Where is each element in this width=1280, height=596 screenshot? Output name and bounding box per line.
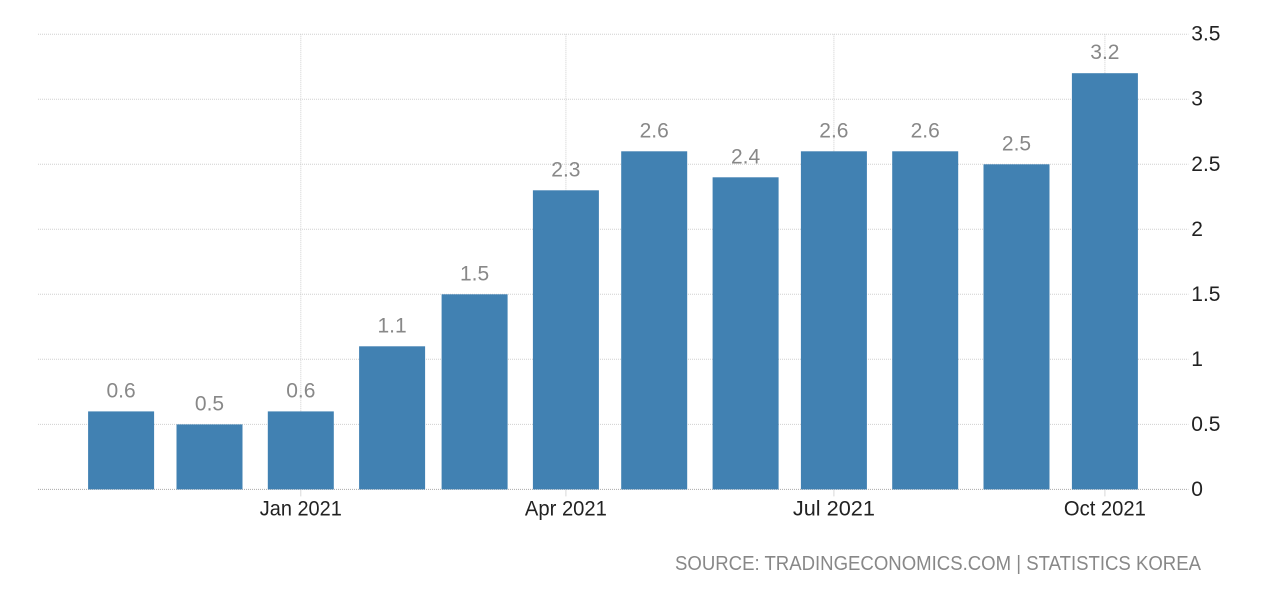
svg-text:Apr 2021: Apr 2021: [525, 498, 607, 521]
svg-text:Oct 2021: Oct 2021: [1064, 498, 1146, 521]
svg-text:3: 3: [1191, 88, 1203, 111]
svg-text:2.6: 2.6: [640, 119, 669, 142]
svg-text:Jul 2021: Jul 2021: [793, 498, 875, 521]
svg-text:2.4: 2.4: [731, 145, 761, 168]
svg-text:Jan 2021: Jan 2021: [260, 498, 342, 521]
svg-text:3.2: 3.2: [1090, 41, 1119, 64]
svg-text:1: 1: [1191, 348, 1203, 371]
svg-text:1.5: 1.5: [1191, 283, 1220, 306]
svg-text:0.5: 0.5: [1191, 413, 1220, 436]
svg-text:0: 0: [1191, 478, 1203, 501]
svg-text:1.1: 1.1: [377, 314, 406, 337]
svg-text:0.6: 0.6: [286, 379, 315, 402]
svg-text:0.6: 0.6: [106, 379, 135, 402]
svg-text:0.5: 0.5: [195, 392, 224, 415]
svg-text:2.3: 2.3: [551, 158, 580, 181]
svg-text:2.6: 2.6: [911, 119, 940, 142]
svg-text:2: 2: [1191, 218, 1203, 241]
svg-text:2.5: 2.5: [1191, 153, 1220, 176]
svg-text:SOURCE: TRADINGECONOMICS.COM |: SOURCE: TRADINGECONOMICS.COM | STATISTIC…: [675, 553, 1202, 575]
svg-text:2.5: 2.5: [1002, 132, 1031, 155]
svg-text:1.5: 1.5: [460, 262, 489, 285]
svg-text:2.6: 2.6: [819, 119, 848, 142]
svg-text:3.5: 3.5: [1191, 23, 1220, 46]
